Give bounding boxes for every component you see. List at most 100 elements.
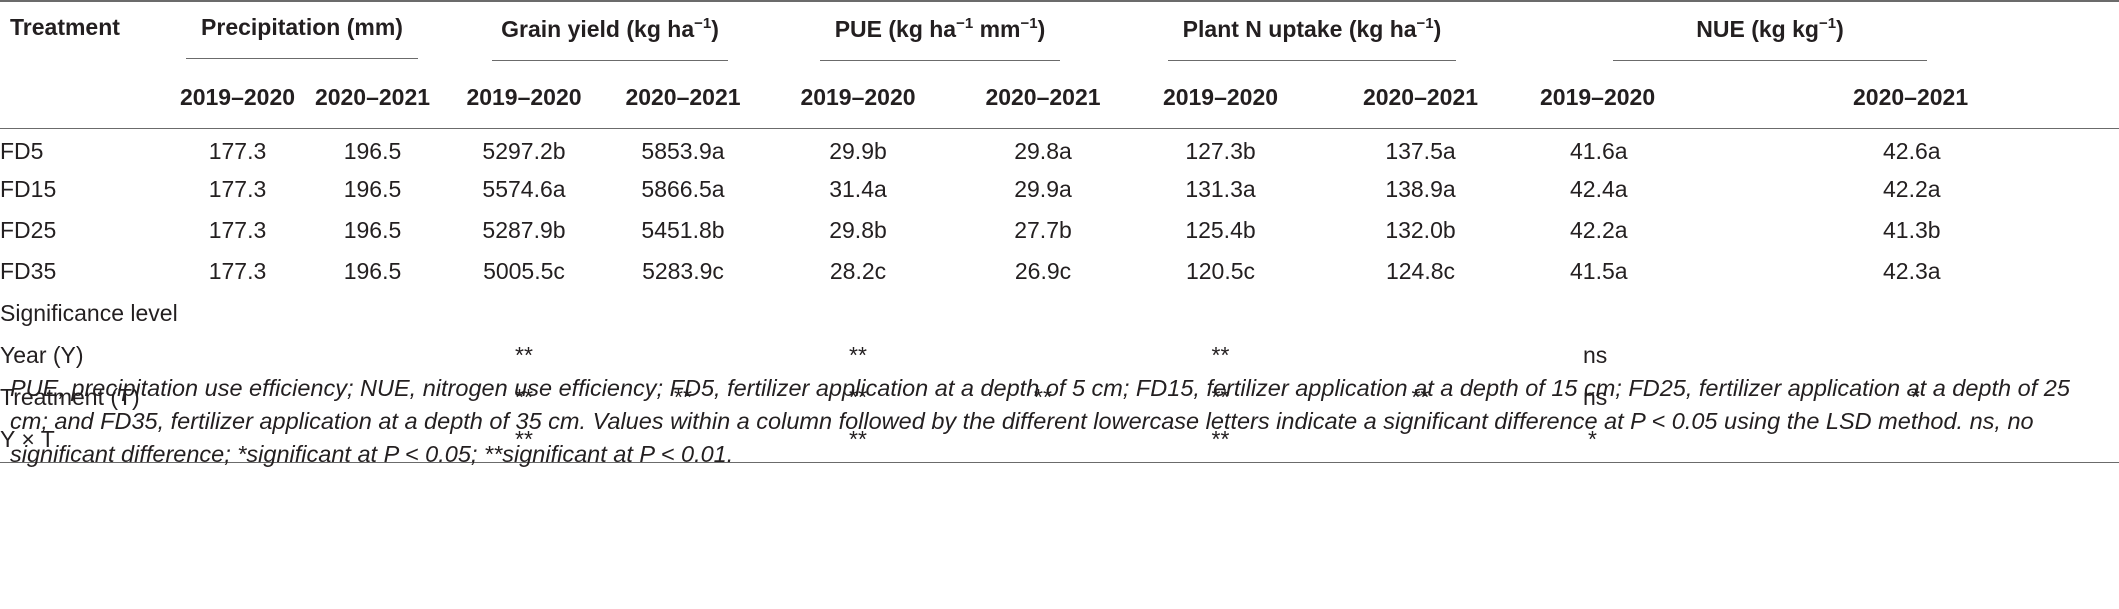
table-cell: 131.3a (1185, 176, 1256, 202)
table-cell (608, 418, 758, 463)
table-cell: ** (440, 418, 608, 463)
table-cell: 5866.5a (641, 176, 725, 202)
row-label: FD15 (0, 176, 57, 202)
table-cell: 120.5c (1185, 258, 1256, 284)
table-cell (170, 334, 305, 376)
table-cell: 29.9a (1014, 176, 1072, 202)
table-cell: ** (1034, 383, 1052, 410)
table-cell: 132.0b (1385, 217, 1456, 243)
year-header: 2019–2020 (758, 67, 958, 129)
table-cell (305, 334, 440, 376)
row-label: FD35 (0, 258, 57, 284)
nue-header: NUE (kg kg−1) (1528, 0, 2119, 67)
table-cell: 138.9a (1385, 176, 1456, 202)
table-cell: 5297.2b (482, 138, 566, 165)
row-label: FD5 (0, 138, 44, 165)
table-cell (608, 334, 758, 376)
table-cell (1313, 418, 1528, 463)
treatment-subheader (0, 67, 170, 129)
year-header: 2019–2020 (1128, 67, 1313, 129)
table-cell: 177.3 (208, 138, 267, 165)
table-cell: 42.6a (1883, 138, 1941, 165)
table-row: FD25 177.3 196.5 5287.9b 5451.8b 29.8b 2… (0, 210, 2119, 251)
table-cell: 29.8a (1014, 138, 1072, 165)
treatment-header: Treatment (0, 0, 170, 67)
year-header: 2020–2021 (1733, 67, 2119, 129)
table-cell: 5853.9a (641, 138, 725, 165)
year-header: 2020–2021 (958, 67, 1128, 129)
pue-header: PUE (kg ha−1 mm−1) (758, 0, 1128, 67)
table-cell: 31.4a (829, 176, 887, 202)
table-cell: ns (1583, 383, 1608, 410)
table-cell: 5287.9b (482, 217, 566, 243)
table-cell: ** (1411, 383, 1430, 410)
table-cell: ** (849, 341, 867, 368)
table-row: FD15 177.3 196.5 5574.6a 5866.5a 31.4a 2… (0, 169, 2119, 210)
table-cell: 125.4b (1185, 217, 1256, 243)
table-cell: 196.5 (343, 176, 402, 202)
table-cell: 42.2a (1570, 217, 1628, 243)
table-cell: * (1911, 383, 1920, 410)
table-cell: 42.3a (1883, 258, 1941, 284)
empty-cell (440, 292, 2119, 334)
table-cell: 5005.5c (483, 258, 565, 284)
results-table: Treatment Precipitation (mm) Grain yield… (0, 0, 2119, 463)
plant-n-uptake-header: Plant N uptake (kg ha−1) (1128, 0, 1528, 67)
table-cell: ** (674, 383, 692, 410)
table-cell (1733, 334, 2119, 376)
table-cell: 177.3 (208, 176, 267, 202)
year-header: 2020–2021 (1313, 67, 1528, 129)
precipitation-header: Precipitation (mm) (170, 0, 440, 67)
table-row: Year (Y) ** ** ** ns (0, 334, 2119, 376)
table-cell: 196.5 (343, 258, 402, 284)
table-cell (305, 418, 440, 463)
table-footnote: PUE, precipitation use efficiency; NUE, … (10, 375, 2070, 467)
row-label: Year (Y) (0, 341, 84, 368)
year-header: 2019–2020 (1528, 67, 1733, 129)
table-cell: ** (758, 418, 958, 463)
table-cell: 29.8b (829, 217, 887, 243)
table-cell: 196.5 (343, 138, 402, 165)
table-cell: 41.6a (1570, 138, 1628, 165)
table-row: FD35 177.3 196.5 5005.5c 5283.9c 28.2c 2… (0, 251, 2119, 292)
table-cell (1733, 418, 2119, 463)
table-cell (170, 418, 305, 463)
table-cell: ns (1583, 341, 1608, 368)
table-cell: ** (515, 383, 533, 410)
table-cell: 27.7b (1014, 217, 1072, 243)
table-cell: ** (1211, 341, 1230, 368)
table-cell (958, 418, 1128, 463)
table-cell: ** (1211, 383, 1230, 410)
year-header: 2019–2020 (170, 67, 305, 129)
year-header: 2019–2020 (440, 67, 608, 129)
table-cell (1313, 334, 1528, 376)
row-label: Treatment (T) (0, 383, 140, 410)
table-cell: ** (849, 383, 867, 410)
table-cell: 28.2c (829, 258, 887, 284)
table-cell: 29.9b (829, 138, 887, 165)
table-cell: 137.5a (1385, 138, 1456, 165)
table-cell (958, 334, 1128, 376)
row-label: FD25 (0, 217, 57, 243)
significance-title-row: Significance level (0, 292, 2119, 334)
table-cell: ** (515, 341, 533, 368)
table-row: FD5 177.3 196.5 5297.2b 5853.9a 29.9b 29… (0, 128, 2119, 169)
significance-title: Significance level (0, 299, 178, 326)
table-cell: 177.3 (208, 258, 267, 284)
table-cell: 42.4a (1570, 176, 1628, 202)
table-cell: 196.5 (343, 217, 402, 243)
table-cell: 177.3 (208, 217, 267, 243)
table-cell: ** (1128, 418, 1313, 463)
table-row: Treatment (T) ** ** ** ** ** ** ns * (0, 376, 2119, 418)
table-cell: * (1528, 418, 1733, 463)
table-cell: 42.2a (1883, 176, 1941, 202)
table-cell: 26.9c (1014, 258, 1072, 284)
table-cell: 127.3b (1185, 138, 1256, 165)
table-cell: 124.8c (1385, 258, 1456, 284)
grain-yield-header: Grain yield (kg ha−1) (440, 0, 758, 67)
table-row: Y × T ** ** ** * (0, 418, 2119, 463)
table-cell: 5574.6a (482, 176, 566, 202)
table-cell: 41.3b (1883, 217, 1941, 243)
year-header: 2020–2021 (608, 67, 758, 129)
